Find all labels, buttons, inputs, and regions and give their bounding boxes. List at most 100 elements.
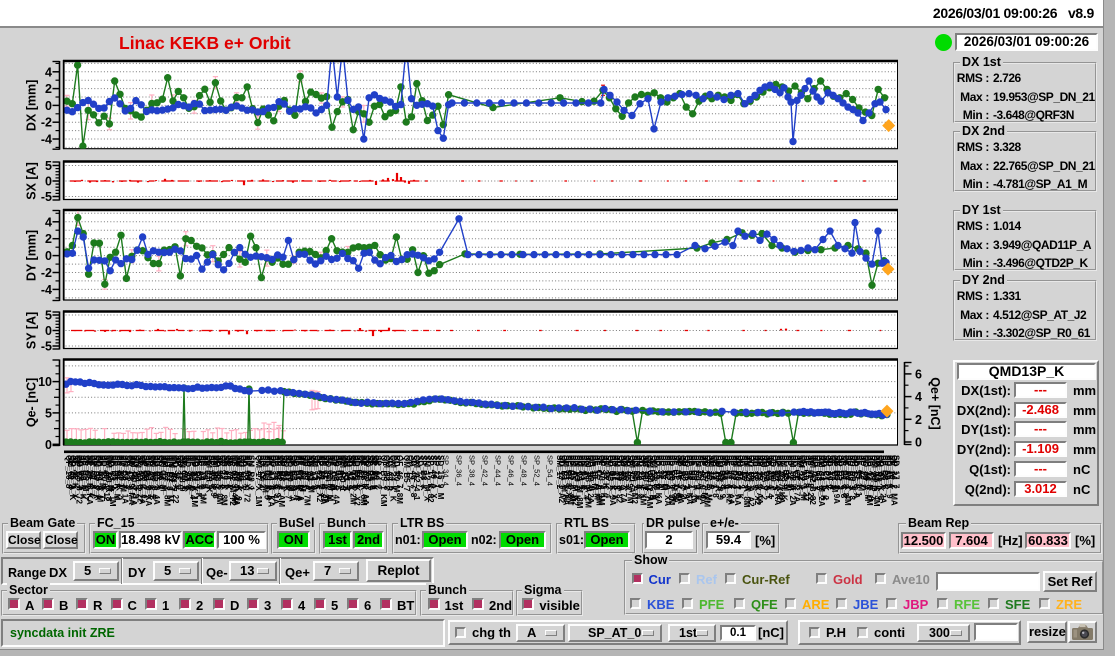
svg-text:SF_C5_M_A: SF_C5_M_A [296,455,305,501]
svg-text:BF_16_M: BF_16_M [590,455,599,490]
svg-text:QP_46_2: QP_46_2 [72,455,81,489]
svg-text:SD_B5_1: SD_B5_1 [632,455,641,490]
svg-text:SP_C1_1: SP_C1_1 [203,455,212,490]
svg-text:SP_17_7_M: SP_17_7_M [700,455,709,499]
svg-text:SP_B5_M_7: SP_B5_M_7 [81,455,90,501]
svg-text:SP_34_X_AA: SP_34_X_AA [727,455,736,505]
svg-text:-5: -5 [41,340,52,354]
svg-text:2: 2 [915,413,922,427]
svg-text:SM_58_K_4: SM_58_K_4 [634,455,643,500]
svg-text:SX [A]: SX [A] [25,162,39,200]
svg-text:SD_17_8_A: SD_17_8_A [852,455,861,499]
svg-text:SM_A1_9_XA: SM_A1_9_XA [144,455,153,506]
svg-text:DY [mm]: DY [mm] [25,230,39,281]
svg-text:SD_12_2: SD_12_2 [859,455,868,489]
svg-text:QD_A3_7: QD_A3_7 [363,455,372,491]
svg-text:SD_R0_7_9M: SD_R0_7_9M [667,455,676,506]
svg-text:QM_A4_2_AM: QM_A4_2_AM [645,455,654,509]
svg-text:BF_R0_7: BF_R0_7 [336,455,345,490]
svg-text:QP_C1_A: QP_C1_A [290,455,299,492]
svg-text:SF_15_1_1: SF_15_1_1 [854,455,863,497]
svg-text:BP_34_A_4A: BP_34_A_4A [271,455,280,505]
svg-text:SP_61_7_X2: SP_61_7_X2 [315,455,324,503]
svg-text:QP_34_2_MA: QP_34_2_MA [889,455,898,506]
svg-text:QF_A3_4_1M: QF_A3_4_1M [597,455,606,506]
svg-text:SP_A2_M_X2: SP_A2_M_X2 [570,455,579,506]
svg-text:QM_A2_8_82: QM_A2_8_82 [808,455,817,505]
svg-text:SP_61_A_2A: SP_61_A_2A [321,455,330,504]
svg-text:SP_B5_X_A: SP_B5_X_A [292,455,301,501]
svg-text:SD_B1_2: SD_B1_2 [317,455,326,490]
svg-text:QF_12_8_8: QF_12_8_8 [841,455,850,498]
svg-text:SP_A1_4: SP_A1_4 [123,455,132,490]
svg-text:QM_C1_K: QM_C1_K [205,455,214,493]
svg-text:QP_B5_X: QP_B5_X [623,455,632,492]
svg-text:QP_A2_M_72: QP_A2_M_72 [228,455,237,506]
svg-text:QP_12_2: QP_12_2 [217,455,226,489]
svg-text:SF_61_1: SF_61_1 [355,455,364,488]
svg-text:SM_34_8_X: SM_34_8_X [91,455,100,500]
svg-text:6: 6 [915,367,922,381]
svg-text:BP_B5_K_9A: BP_B5_K_9A [608,455,617,506]
svg-text:SP_B5_1: SP_B5_1 [365,455,374,490]
svg-text:BD_R0_X_8: BD_R0_X_8 [848,455,857,500]
svg-text:QP_12_7: QP_12_7 [405,455,414,489]
svg-text:QD_A1_K: QD_A1_K [281,455,290,492]
svg-text:SD_15_X: SD_15_X [154,455,163,490]
svg-text:QF_A4_9: QF_A4_9 [182,455,191,490]
svg-text:SP_16_M: SP_16_M [661,455,670,490]
svg-text:BP_R0_7_AA: BP_R0_7_AA [733,455,742,506]
svg-text:QM_B8_9: QM_B8_9 [177,455,186,492]
svg-text:SP_16_4: SP_16_4 [887,455,896,488]
svg-text:SF_16_K_KA: SF_16_K_KA [85,455,94,505]
svg-text:QM_12_1: QM_12_1 [797,455,806,491]
svg-text:QD_15_2_A: QD_15_2_A [683,455,692,500]
svg-text:BD_17_9: BD_17_9 [751,455,760,489]
svg-text:SD_A2_X: SD_A2_X [346,455,355,491]
svg-text:Linac KEKB e+ Orbit: Linac KEKB e+ Orbit [119,33,291,53]
svg-text:DX [mm]: DX [mm] [25,80,39,131]
svg-text:SM_17_X: SM_17_X [612,455,621,491]
svg-text:QF_17_4_K: QF_17_4_K [194,455,203,499]
svg-text:SD_B1_1: SD_B1_1 [279,455,288,490]
svg-text:SP_C1_M: SP_C1_M [159,455,168,492]
svg-text:BD_R0_K: BD_R0_K [100,455,109,492]
svg-text:QP_B1_4: QP_B1_4 [834,455,843,491]
svg-text:QD_A4_K: QD_A4_K [184,455,193,492]
svg-text:SD_17_7: SD_17_7 [416,455,425,489]
svg-text:SF_34_1: SF_34_1 [117,455,126,488]
svg-text:SD_A1_2_A: SD_A1_2_A [610,455,619,500]
svg-text:QP_C5_K: QP_C5_K [330,455,339,492]
svg-text:SD_15_9_M: SD_15_9_M [436,455,445,500]
svg-text:SP_15_9: SP_15_9 [804,455,813,488]
svg-text:QF_A2_X: QF_A2_X [771,455,780,491]
svg-text:SP_58_X_2A: SP_58_X_2A [878,455,887,504]
svg-text:QP_34_7_2M: QP_34_7_2M [349,455,358,505]
svg-text:SF_34_A: SF_34_A [656,455,665,489]
svg-text:SM_A3_8_K: SM_A3_8_K [573,455,582,501]
svg-text:QD_12_M: QD_12_M [106,455,115,492]
svg-text:SF_B8_M: SF_B8_M [782,455,791,491]
svg-text:SP_58_K_M: SP_58_K_M [112,455,121,501]
svg-text:QM_A2_4_1: QM_A2_4_1 [412,455,421,501]
svg-text:SP_46_1_AA: SP_46_1_AA [676,455,685,504]
svg-text:QD_46_A: QD_46_A [861,455,870,491]
svg-text:SD_16_K_9: SD_16_K_9 [885,455,894,499]
svg-text:SM_R0_1: SM_R0_1 [874,455,883,491]
svg-text:SP_B8_4_7: SP_B8_4_7 [142,455,151,499]
svg-text:SP_B8_K_X: SP_B8_K_X [691,455,700,501]
svg-text:SP_B5_8: SP_B5_8 [665,455,674,490]
svg-text:SF_15_A: SF_15_A [696,455,705,489]
svg-text:QD_A4_2_A: QD_A4_2_A [323,455,332,501]
svg-text:BP_34_X: BP_34_X [720,455,729,490]
svg-text:QD_17_9: QD_17_9 [175,455,184,490]
svg-text:SP_A4_2: SP_A4_2 [374,455,383,490]
svg-text:QP_15_X_8: QP_15_X_8 [674,455,683,499]
svg-text:5: 5 [45,406,52,420]
svg-text:QF_12_1: QF_12_1 [709,455,718,489]
svg-text:QP_61_8: QP_61_8 [823,455,832,489]
svg-text:SM_A1_M: SM_A1_M [307,455,316,493]
svg-text:BD_12_K_1M: BD_12_K_1M [865,455,874,506]
svg-text:QM_B1_7: QM_B1_7 [167,455,176,492]
svg-text:SP_16_9_7M: SP_16_9_7M [625,455,634,504]
